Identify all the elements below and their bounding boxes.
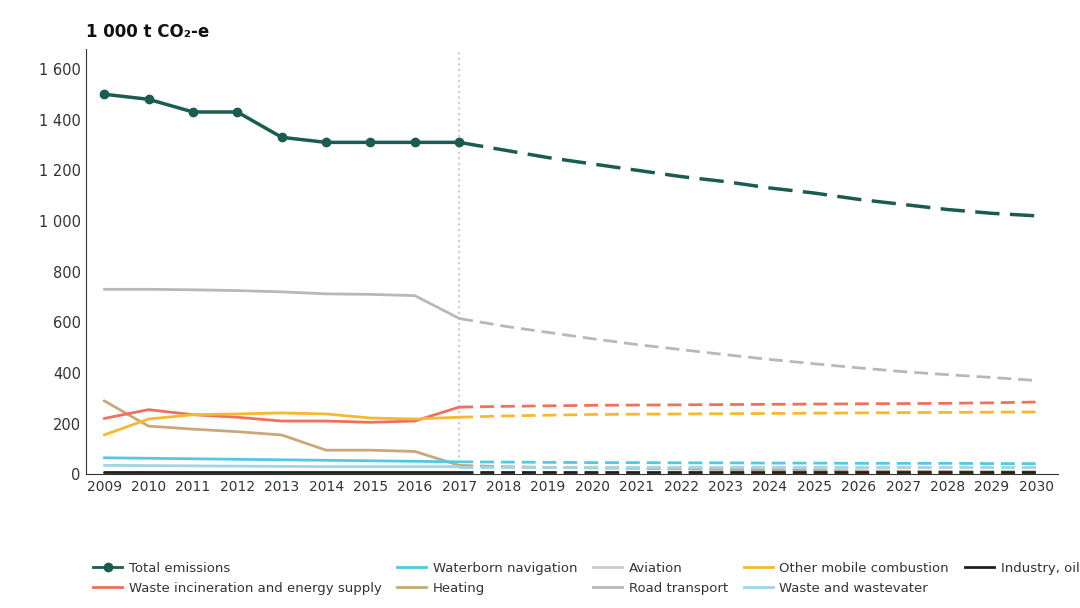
Legend: Total emissions, Waste incineration and energy supply, Waterborn navigation, Hea: Total emissions, Waste incineration and … xyxy=(93,562,1080,595)
Text: 1 000 t CO₂-e: 1 000 t CO₂-e xyxy=(86,23,210,41)
